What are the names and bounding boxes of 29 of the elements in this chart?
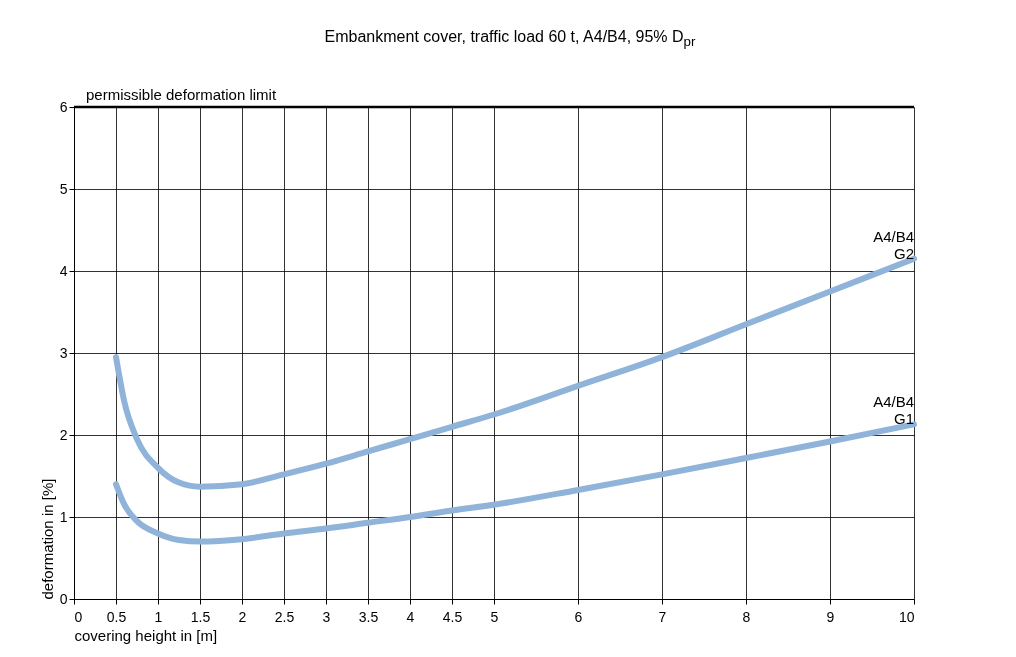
x-tick-label: 0 xyxy=(74,608,83,625)
series-label: A4/B4 G1 xyxy=(873,393,914,428)
y-tick-label: 3 xyxy=(59,344,68,361)
y-tick-label: 6 xyxy=(59,98,68,115)
chart-title: Embankment cover, traffic load 60 t, A4/B4, 95% D$_{pr}$ xyxy=(323,28,697,50)
y-tick-label: 1 xyxy=(59,508,68,525)
x-tick-label: 7 xyxy=(658,608,667,625)
x-tick-label: 9 xyxy=(826,608,835,625)
x-tick-label: 1.5 xyxy=(190,608,211,625)
y-tick-label: 0 xyxy=(59,590,68,607)
x-tick-label: 10 xyxy=(898,608,915,625)
x-tick-label: 5 xyxy=(490,608,499,625)
x-tick-label: 2.5 xyxy=(274,608,295,625)
ref-line-label: permissible deformation limit xyxy=(86,86,277,103)
x-tick-label: 4 xyxy=(406,608,415,625)
x-tick-label: 0.5 xyxy=(106,608,127,625)
x-tick-label: 8 xyxy=(742,608,751,625)
y-tick-label: 4 xyxy=(59,262,68,279)
x-tick-label: 4.5 xyxy=(442,608,463,625)
series-label: A4/B4 G2 xyxy=(873,227,914,262)
y-tick-label: 2 xyxy=(59,426,68,443)
y-axis-title: deformation in [%] xyxy=(38,478,56,600)
x-tick-label: 1 xyxy=(154,608,163,625)
x-tick-label: 3.5 xyxy=(358,608,379,625)
x-tick-label: 6 xyxy=(574,608,583,625)
x-tick-label: 2 xyxy=(238,608,247,625)
x-tick-label: 3 xyxy=(322,608,331,625)
y-tick-label: 5 xyxy=(59,180,68,197)
x-axis-title: covering height in [m] xyxy=(74,626,218,644)
